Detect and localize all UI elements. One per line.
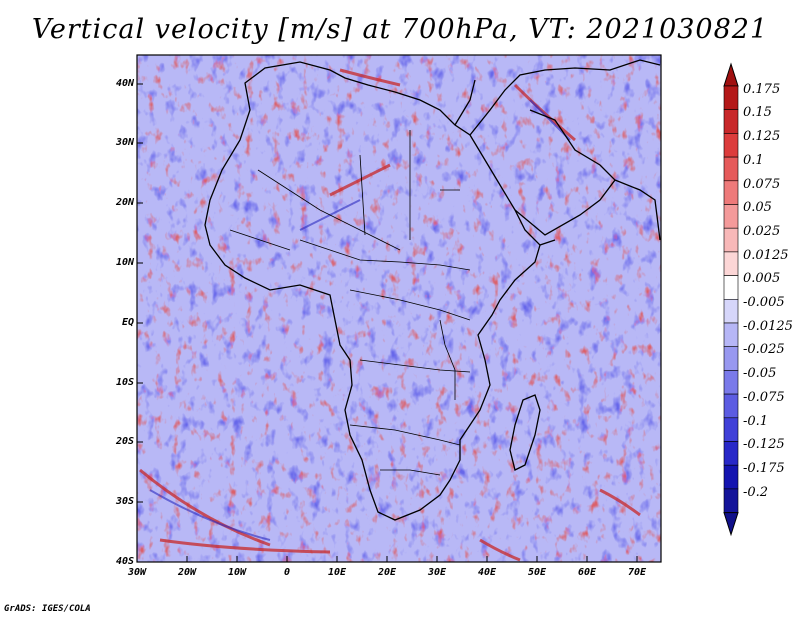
coastlines bbox=[204, 59, 661, 521]
colorbar-label: -0.0125 bbox=[743, 318, 793, 334]
lat-label: 30N bbox=[115, 137, 134, 148]
lon-label: 50E bbox=[527, 567, 547, 578]
lon-label: 10W bbox=[227, 567, 247, 578]
velocity-field bbox=[137, 55, 661, 562]
lon-label: 40E bbox=[477, 567, 497, 578]
colorbar-label: 0.075 bbox=[743, 176, 781, 192]
colorbar-label: -0.05 bbox=[743, 366, 777, 382]
lon-label: 30W bbox=[127, 567, 147, 578]
lon-label: 0 bbox=[283, 567, 291, 578]
colorbar-swatch bbox=[723, 251, 739, 276]
colorbar-max-arrow bbox=[723, 62, 739, 87]
colorbar-swatch bbox=[723, 322, 739, 348]
colorbar-swatch bbox=[723, 441, 739, 466]
lat-label: 40S bbox=[115, 556, 134, 567]
colorbar-min-arrow bbox=[723, 512, 739, 537]
lon-label: 30E bbox=[427, 567, 447, 578]
colorbar-swatch bbox=[723, 488, 739, 513]
grads-credit: GrADS: IGES/COLA bbox=[4, 604, 91, 614]
colorbar-label: -0.075 bbox=[743, 389, 785, 405]
colorbar-swatch bbox=[723, 85, 739, 111]
colorbar-label: 0.125 bbox=[743, 129, 781, 145]
colorbar bbox=[723, 62, 739, 537]
axis-ticks bbox=[137, 83, 638, 562]
colorbar-label: -0.025 bbox=[743, 342, 785, 358]
colorbar-swatch bbox=[723, 298, 739, 324]
colorbar-label: -0.175 bbox=[743, 460, 785, 476]
colorbar-swatch bbox=[723, 156, 739, 182]
lat-label: 20N bbox=[115, 197, 134, 208]
lon-label: 20E bbox=[377, 567, 397, 578]
lon-label: 10E bbox=[327, 567, 347, 578]
lat-label: EQ bbox=[121, 317, 134, 328]
colorbar-label: -0.1 bbox=[743, 413, 769, 429]
colorbar-label: 0.05 bbox=[743, 200, 772, 216]
colorbar-swatch bbox=[723, 370, 739, 395]
colorbar-swatch bbox=[723, 133, 739, 158]
colorbar-label: 0.15 bbox=[743, 105, 772, 121]
chart-title: Vertical velocity [m/s] at 700hPa, VT: 2… bbox=[31, 14, 769, 45]
colorbar-swatch bbox=[723, 204, 739, 229]
lat-label: 30S bbox=[115, 496, 134, 507]
colorbar-swatch bbox=[723, 180, 739, 205]
colorbar-label: -0.125 bbox=[743, 437, 785, 453]
colorbar-swatch bbox=[723, 109, 739, 134]
colorbar-swatch bbox=[723, 346, 739, 371]
lon-label: 70E bbox=[627, 567, 647, 578]
colorbar-swatch bbox=[723, 393, 739, 419]
lat-label: 40N bbox=[115, 78, 134, 89]
lon-label: 20W bbox=[177, 567, 197, 578]
colorbar-swatch bbox=[723, 275, 739, 300]
colorbar-label: 0.1 bbox=[743, 152, 764, 168]
colorbar-label: 0.005 bbox=[743, 271, 781, 287]
colorbar-swatch bbox=[723, 227, 739, 253]
colorbar-label: 0.0125 bbox=[743, 247, 789, 263]
lat-label: 10N bbox=[115, 257, 134, 268]
colorbar-label: -0.005 bbox=[743, 295, 785, 310]
country-borders bbox=[229, 130, 471, 476]
colorbar-label: 0.025 bbox=[743, 223, 781, 239]
colorbar-swatch bbox=[723, 464, 739, 490]
lat-label: 10S bbox=[115, 377, 134, 388]
lon-label: 60E bbox=[577, 567, 597, 578]
colorbar-label: -0.2 bbox=[743, 484, 769, 500]
colorbar-swatch bbox=[723, 417, 739, 442]
map-frame bbox=[136, 54, 662, 563]
colorbar-label: 0.175 bbox=[743, 81, 781, 97]
lat-label: 20S bbox=[115, 436, 134, 447]
